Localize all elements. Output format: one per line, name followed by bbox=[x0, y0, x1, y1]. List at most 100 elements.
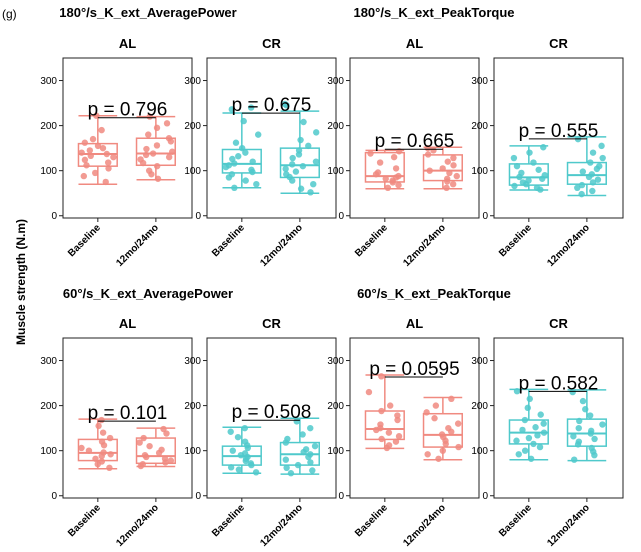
box-group: Baseline bbox=[66, 416, 118, 539]
box-group: Baseline bbox=[353, 373, 405, 539]
data-point bbox=[365, 388, 373, 396]
data-point bbox=[586, 412, 594, 419]
y-tick-label: 100 bbox=[471, 166, 488, 177]
data-point bbox=[513, 162, 521, 170]
data-point bbox=[532, 424, 539, 431]
y-tick-label: 100 bbox=[327, 166, 344, 177]
data-point bbox=[513, 437, 520, 444]
x-tick-label: Baseline bbox=[66, 502, 103, 539]
data-point bbox=[424, 451, 431, 458]
data-point bbox=[376, 159, 384, 166]
x-tick-label: 12mo/24mo bbox=[114, 222, 161, 269]
data-point bbox=[438, 431, 446, 438]
data-point bbox=[527, 455, 535, 462]
data-point bbox=[247, 104, 255, 111]
facet: 180°/s_K_ext_PeakTorque AL 0 100 200 300 Basel… bbox=[327, 5, 624, 269]
data-point bbox=[102, 178, 109, 186]
data-point bbox=[443, 175, 451, 182]
y-tick-label: 200 bbox=[184, 401, 201, 412]
data-point bbox=[105, 165, 112, 172]
data-point bbox=[591, 435, 598, 443]
data-point bbox=[392, 165, 400, 172]
y-tick-label: 0 bbox=[482, 491, 488, 502]
data-point bbox=[599, 154, 606, 162]
data-point bbox=[513, 387, 521, 395]
data-point bbox=[165, 153, 173, 161]
panel: CR 0 100 200 300 Baseline 12mo/24mo p = 0.582 bbox=[471, 316, 624, 549]
data-point bbox=[525, 177, 532, 184]
panel-frame bbox=[62, 337, 193, 499]
data-point bbox=[241, 424, 248, 432]
data-point bbox=[578, 181, 586, 189]
data-point bbox=[98, 416, 105, 424]
data-point bbox=[519, 426, 526, 434]
y-tick-label: 0 bbox=[51, 211, 57, 222]
panel: AL 0 100 200 300 Baseline 12mo/24mo p = 0.101 bbox=[40, 316, 193, 549]
data-point bbox=[587, 427, 595, 435]
y-tick-label: 200 bbox=[471, 401, 488, 412]
y-tick-label: 100 bbox=[471, 446, 488, 457]
y-tick-label: 300 bbox=[40, 356, 57, 367]
data-point bbox=[390, 153, 398, 161]
data-point bbox=[106, 464, 113, 472]
data-point bbox=[378, 407, 385, 415]
data-point bbox=[515, 451, 522, 458]
box-group: 12mo/24mo bbox=[258, 417, 320, 549]
y-tick-label: 300 bbox=[40, 76, 57, 87]
box-group: Baseline bbox=[497, 387, 549, 539]
data-point bbox=[241, 438, 249, 445]
data-point bbox=[160, 425, 167, 433]
data-point bbox=[141, 451, 149, 459]
y-tick-label: 200 bbox=[471, 121, 488, 132]
box-group: 12mo/24mo bbox=[401, 395, 463, 549]
box-group: Baseline bbox=[66, 112, 118, 259]
data-point bbox=[292, 168, 300, 175]
y-tick-label: 200 bbox=[40, 401, 57, 412]
data-point bbox=[576, 417, 583, 425]
data-point bbox=[235, 153, 242, 160]
data-point bbox=[424, 144, 431, 152]
data-point bbox=[106, 434, 114, 442]
group-label: CR bbox=[262, 36, 281, 51]
x-tick-label: 12mo/24mo bbox=[401, 502, 448, 549]
box-group: 12mo/24mo bbox=[401, 144, 463, 269]
data-point bbox=[99, 429, 107, 436]
data-point bbox=[95, 422, 102, 430]
y-tick-label: 0 bbox=[51, 491, 57, 502]
facet-title: 60°/s_K_ext_PeakTorque bbox=[357, 286, 511, 301]
y-tick-label: 300 bbox=[471, 76, 488, 87]
data-point bbox=[242, 149, 249, 156]
data-point bbox=[570, 433, 577, 440]
data-point bbox=[453, 172, 460, 180]
y-tick-label: 100 bbox=[184, 446, 201, 457]
data-point bbox=[85, 447, 93, 454]
box-group: 12mo/24mo bbox=[545, 388, 607, 549]
data-point bbox=[234, 433, 242, 441]
data-point bbox=[535, 166, 542, 173]
y-tick-label: 100 bbox=[327, 446, 344, 457]
box-group: Baseline bbox=[210, 424, 262, 539]
data-point bbox=[241, 450, 249, 457]
data-point bbox=[81, 139, 89, 146]
data-point bbox=[136, 439, 143, 446]
data-point bbox=[297, 136, 304, 144]
p-value-label: p = 0.665 bbox=[375, 131, 455, 152]
data-point bbox=[227, 428, 234, 435]
data-point bbox=[454, 420, 462, 427]
data-point bbox=[574, 184, 581, 192]
data-point bbox=[449, 180, 457, 188]
data-point bbox=[89, 135, 97, 143]
y-axis-label: Muscle strength (N.m) bbox=[14, 219, 28, 345]
data-point bbox=[283, 171, 290, 178]
p-value-label: p = 0.582 bbox=[519, 373, 599, 394]
panel: AL 0 100 200 300 Baseline 12mo/24mo p = 0.0595 bbox=[327, 316, 480, 549]
x-tick-label: 12mo/24mo bbox=[114, 502, 161, 549]
data-point bbox=[307, 459, 314, 466]
data-point bbox=[305, 142, 312, 150]
data-point bbox=[588, 444, 595, 452]
data-point bbox=[378, 435, 385, 443]
data-point bbox=[295, 147, 303, 154]
data-point bbox=[154, 175, 162, 182]
data-point bbox=[145, 167, 153, 174]
data-point bbox=[540, 429, 548, 436]
